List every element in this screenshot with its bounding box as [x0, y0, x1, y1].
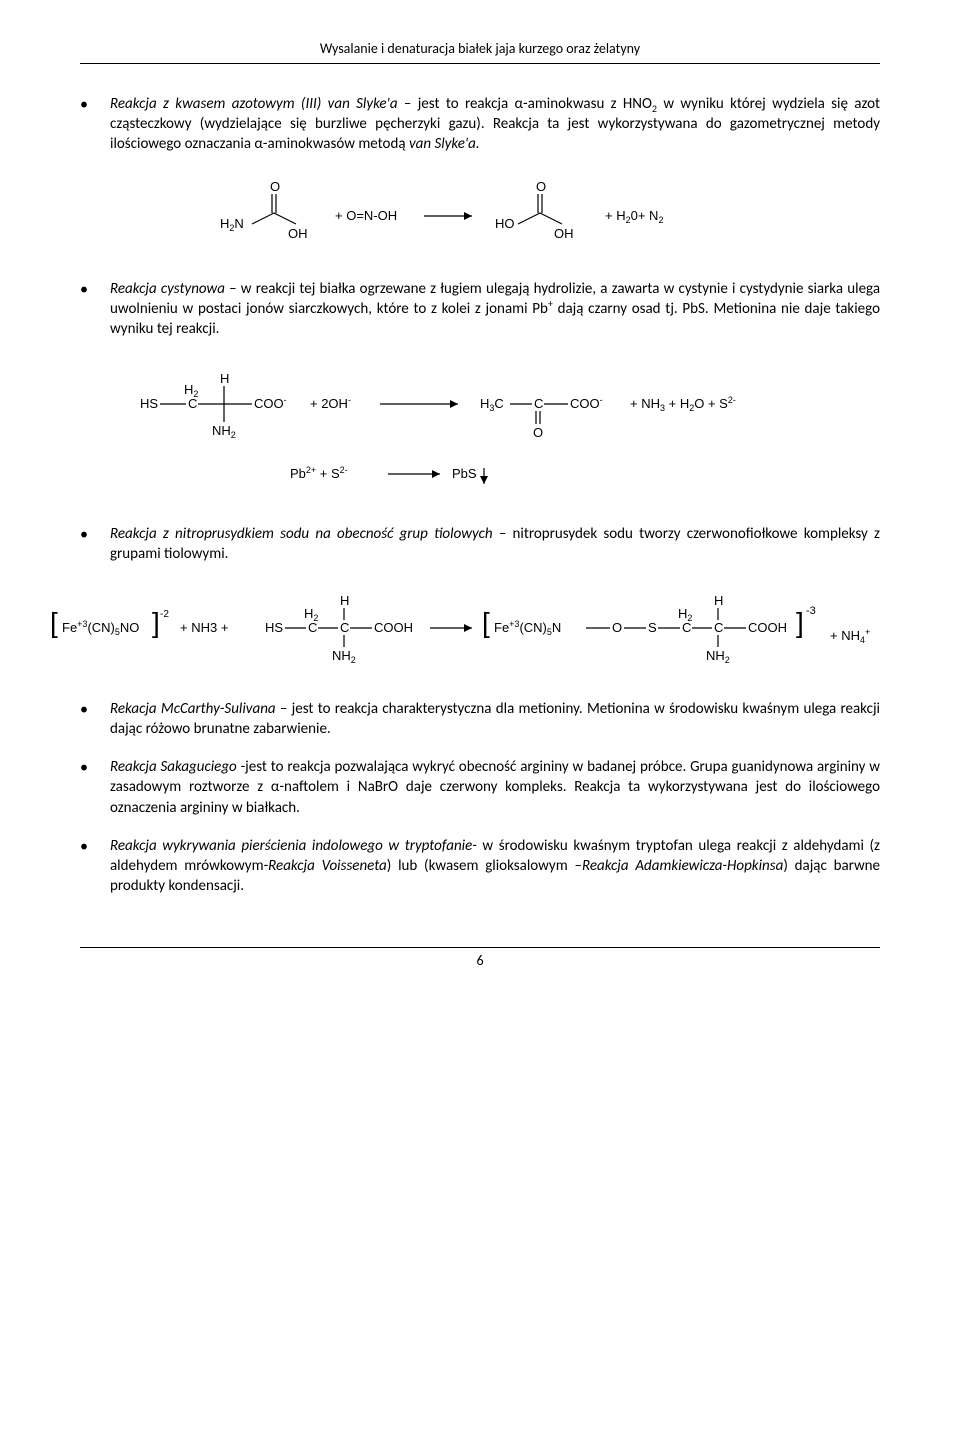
equation-cystynowa: HS C H2 H NH2 COO- + 2OH- H3C C O COO- +…: [80, 360, 880, 506]
reaction-title: Reakcja z kwasem azotowym (III) van Slyk…: [110, 95, 398, 113]
bullet-text: Reakcja z nitroprusydkiem sodu na obecno…: [110, 524, 880, 565]
svg-text:OH: OH: [554, 226, 574, 241]
t: Reakcja Voisseneta: [268, 857, 387, 875]
svg-text:+ H20+ N2: + H20+ N2: [605, 208, 663, 225]
svg-text:Pb2+ + S2-: Pb2+ + S2-: [290, 465, 348, 481]
reaction-title: Reakcja wykrywania pierścienia indoloweg…: [110, 837, 477, 855]
svg-text:COO-: COO-: [570, 395, 603, 411]
page-header: Wysalanie i denaturacja białek jaja kurz…: [80, 40, 880, 64]
bullet-marker: •: [80, 524, 110, 565]
svg-text:+ NH4+: + NH4+: [830, 627, 870, 645]
bullet-marker: •: [80, 836, 110, 897]
bullet-sakaguchi: • Reakcja Sakaguciego -jest to reakcja p…: [80, 757, 880, 818]
svg-text:HS: HS: [140, 396, 158, 411]
svg-text:H3C: H3C: [480, 396, 504, 413]
t: Reakcja Adamkiewicza-Hopkinsa: [582, 857, 783, 875]
svg-text:C: C: [714, 620, 723, 635]
svg-text:NH2: NH2: [212, 423, 236, 440]
svg-text:Fe+3(CN)5NO: Fe+3(CN)5NO: [62, 619, 139, 637]
svg-text:O: O: [533, 425, 543, 440]
svg-text:OH: OH: [288, 226, 308, 241]
svg-text:S: S: [648, 620, 657, 635]
t: ) lub (kwasem glioksalowym –: [387, 857, 582, 875]
bullet-tryptofan: • Reakcja wykrywania pierścienia indolow…: [80, 836, 880, 897]
svg-text:+ NH3 + H2O + S2-: + NH3 + H2O + S2-: [630, 395, 736, 413]
reaction-title: Reakcja cystynowa: [110, 280, 225, 298]
bullet-text: Reakcja Sakaguciego -jest to reakcja poz…: [110, 757, 880, 818]
svg-text:Fe+3(CN)5N: Fe+3(CN)5N: [494, 619, 561, 637]
svg-text:[: [: [482, 607, 490, 638]
svg-text:O: O: [536, 179, 546, 194]
reaction-title: Reakcja z nitroprusydkiem sodu na obecno…: [110, 525, 493, 543]
bullet-mccarthy: • Rekacja McCarthy-Sulivana – jest to re…: [80, 699, 880, 740]
svg-text:O: O: [270, 179, 280, 194]
svg-text:H: H: [340, 593, 349, 608]
equation-nitroprusydek: [ Fe+3(CN)5NO ] -2 + NH3 + HS C H2 C H N…: [40, 584, 920, 680]
bullet-marker: •: [80, 279, 110, 340]
reaction-title: Reakcja Sakaguciego: [110, 758, 237, 776]
svg-text:H2: H2: [304, 606, 318, 623]
svg-text:H2: H2: [678, 606, 692, 623]
svg-text:H: H: [220, 371, 229, 386]
reaction-title: Rekacja McCarthy-Sulivana: [110, 700, 276, 718]
svg-text:H2: H2: [184, 382, 198, 399]
svg-text:C: C: [340, 620, 349, 635]
bullet-text: Rekacja McCarthy-Sulivana – jest to reak…: [110, 699, 880, 740]
bullet-nitroprusydek: • Reakcja z nitroprusydkiem sodu na obec…: [80, 524, 880, 565]
t: van Slyke'a.: [409, 135, 480, 153]
svg-text:-2: -2: [160, 609, 169, 620]
equation-van-slyke: H2N O OH + O=N-OH HO HO H2N O O: [80, 175, 880, 261]
page-number: 6: [80, 947, 880, 971]
bullet-text: Reakcja z kwasem azotowym (III) van Slyk…: [110, 94, 880, 155]
svg-text:HS: HS: [265, 620, 283, 635]
svg-text:NH2: NH2: [706, 648, 730, 665]
bullet-marker: •: [80, 757, 110, 818]
svg-text:COO-: COO-: [254, 395, 287, 411]
bullet-van-slyke: • Reakcja z kwasem azotowym (III) van Sl…: [80, 94, 880, 155]
bullet-marker: •: [80, 94, 110, 155]
svg-text:-3: -3: [806, 605, 816, 617]
svg-text:+ NH3 +: + NH3 +: [180, 620, 228, 635]
svg-text:O: O: [612, 620, 622, 635]
bullet-cystynowa: • Reakcja cystynowa – w reakcji tej biał…: [80, 279, 880, 340]
svg-text:COOH: COOH: [374, 620, 413, 635]
svg-text:NH2: NH2: [332, 648, 356, 665]
svg-text:+ O=N-OH: + O=N-OH: [335, 208, 397, 223]
svg-text:C: C: [534, 396, 543, 411]
svg-text:H: H: [714, 593, 723, 608]
bullet-text: Reakcja wykrywania pierścienia indoloweg…: [110, 836, 880, 897]
svg-text:HO: HO: [495, 216, 515, 231]
bullet-marker: •: [80, 699, 110, 740]
svg-text:+ 2OH-: + 2OH-: [310, 395, 351, 411]
svg-text:[: [: [50, 607, 58, 638]
svg-text:PbS: PbS: [452, 466, 477, 481]
svg-text:]: ]: [796, 607, 804, 638]
svg-text:]: ]: [152, 607, 160, 638]
t: – jest to reakcja α-aminokwasu z HNO: [398, 95, 652, 113]
bullet-text: Reakcja cystynowa – w reakcji tej białka…: [110, 279, 880, 340]
svg-text:COOH: COOH: [748, 620, 787, 635]
